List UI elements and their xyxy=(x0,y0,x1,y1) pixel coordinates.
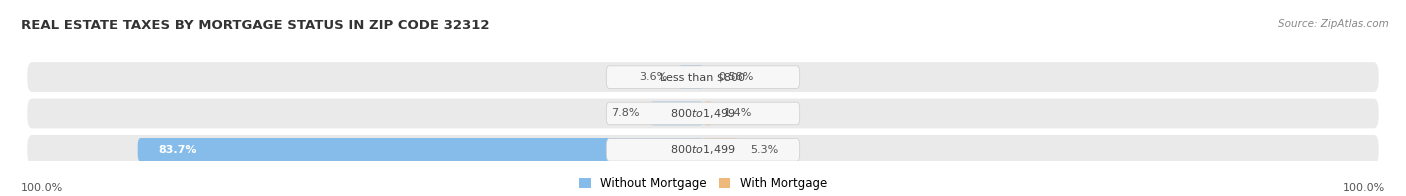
Text: 1.4%: 1.4% xyxy=(724,108,752,118)
FancyBboxPatch shape xyxy=(606,66,800,88)
FancyBboxPatch shape xyxy=(679,65,703,89)
FancyBboxPatch shape xyxy=(27,99,1379,128)
Text: 3.6%: 3.6% xyxy=(640,72,668,82)
FancyBboxPatch shape xyxy=(703,102,713,125)
FancyBboxPatch shape xyxy=(703,65,707,89)
FancyBboxPatch shape xyxy=(27,62,1379,92)
Text: 5.3%: 5.3% xyxy=(749,145,778,155)
Text: $800 to $1,499: $800 to $1,499 xyxy=(671,143,735,156)
Text: 83.7%: 83.7% xyxy=(159,145,197,155)
Text: 0.58%: 0.58% xyxy=(718,72,754,82)
FancyBboxPatch shape xyxy=(650,102,703,125)
Text: $800 to $1,499: $800 to $1,499 xyxy=(671,107,735,120)
Text: 100.0%: 100.0% xyxy=(1343,183,1385,193)
FancyBboxPatch shape xyxy=(606,139,800,161)
Text: REAL ESTATE TAXES BY MORTGAGE STATUS IN ZIP CODE 32312: REAL ESTATE TAXES BY MORTGAGE STATUS IN … xyxy=(21,19,489,32)
Text: Less than $800: Less than $800 xyxy=(661,72,745,82)
FancyBboxPatch shape xyxy=(138,138,703,162)
Text: Source: ZipAtlas.com: Source: ZipAtlas.com xyxy=(1278,19,1389,29)
FancyBboxPatch shape xyxy=(703,138,740,162)
FancyBboxPatch shape xyxy=(606,102,800,125)
Text: 100.0%: 100.0% xyxy=(21,183,63,193)
Text: 7.8%: 7.8% xyxy=(610,108,640,118)
Legend: Without Mortgage, With Mortgage: Without Mortgage, With Mortgage xyxy=(574,172,832,195)
FancyBboxPatch shape xyxy=(27,135,1379,165)
